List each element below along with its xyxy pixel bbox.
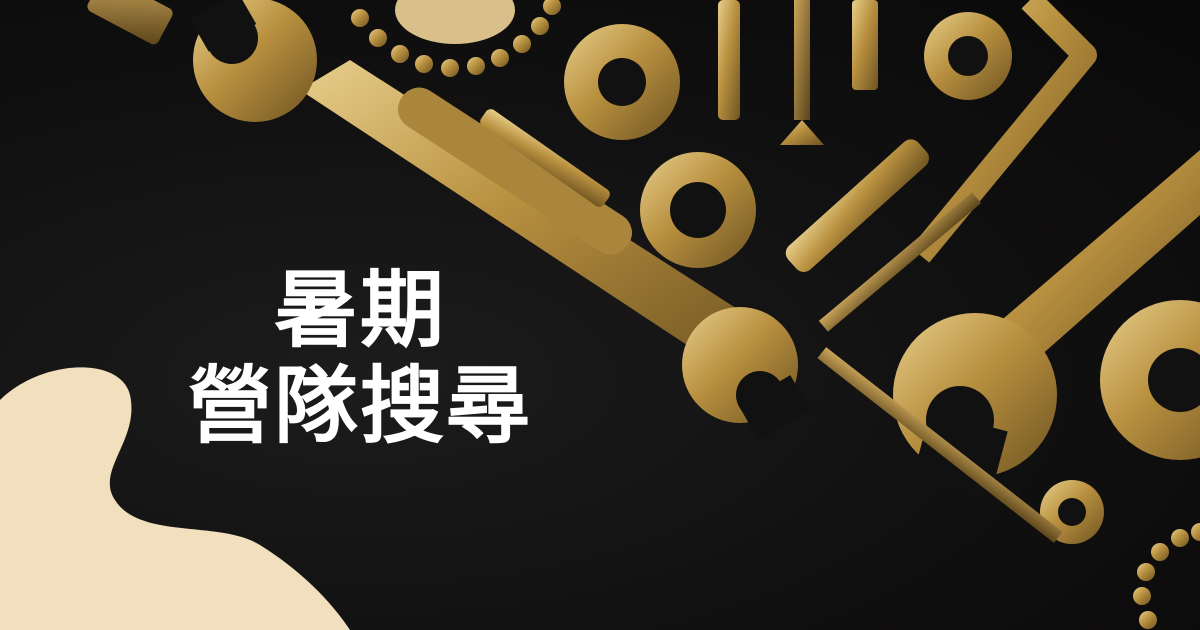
washer-icon	[640, 152, 756, 268]
bead-chain-icon	[1133, 523, 1200, 629]
drill-bit-icon	[718, 0, 740, 120]
banner-title: 暑期 營隊搜尋	[160, 268, 560, 448]
title-line-2: 營隊搜尋	[187, 357, 532, 455]
screw-icon	[818, 192, 982, 332]
cream-blob	[0, 367, 350, 630]
washer-icon	[1100, 300, 1200, 460]
drill-bit-icon	[480, 109, 610, 207]
drill-bit-icon	[852, 0, 878, 90]
wrench-icon	[189, 0, 811, 440]
allen-key-icon	[910, 0, 1097, 263]
nut-icon	[924, 12, 1012, 100]
screw-icon	[780, 0, 824, 145]
wall-plug-icon	[785, 139, 929, 272]
nut-icon	[564, 24, 680, 140]
bead-chain-icon	[351, 0, 561, 77]
title-line-1: 暑期	[273, 261, 446, 359]
bolt-icon	[87, 0, 173, 45]
screw-icon	[817, 347, 1063, 543]
